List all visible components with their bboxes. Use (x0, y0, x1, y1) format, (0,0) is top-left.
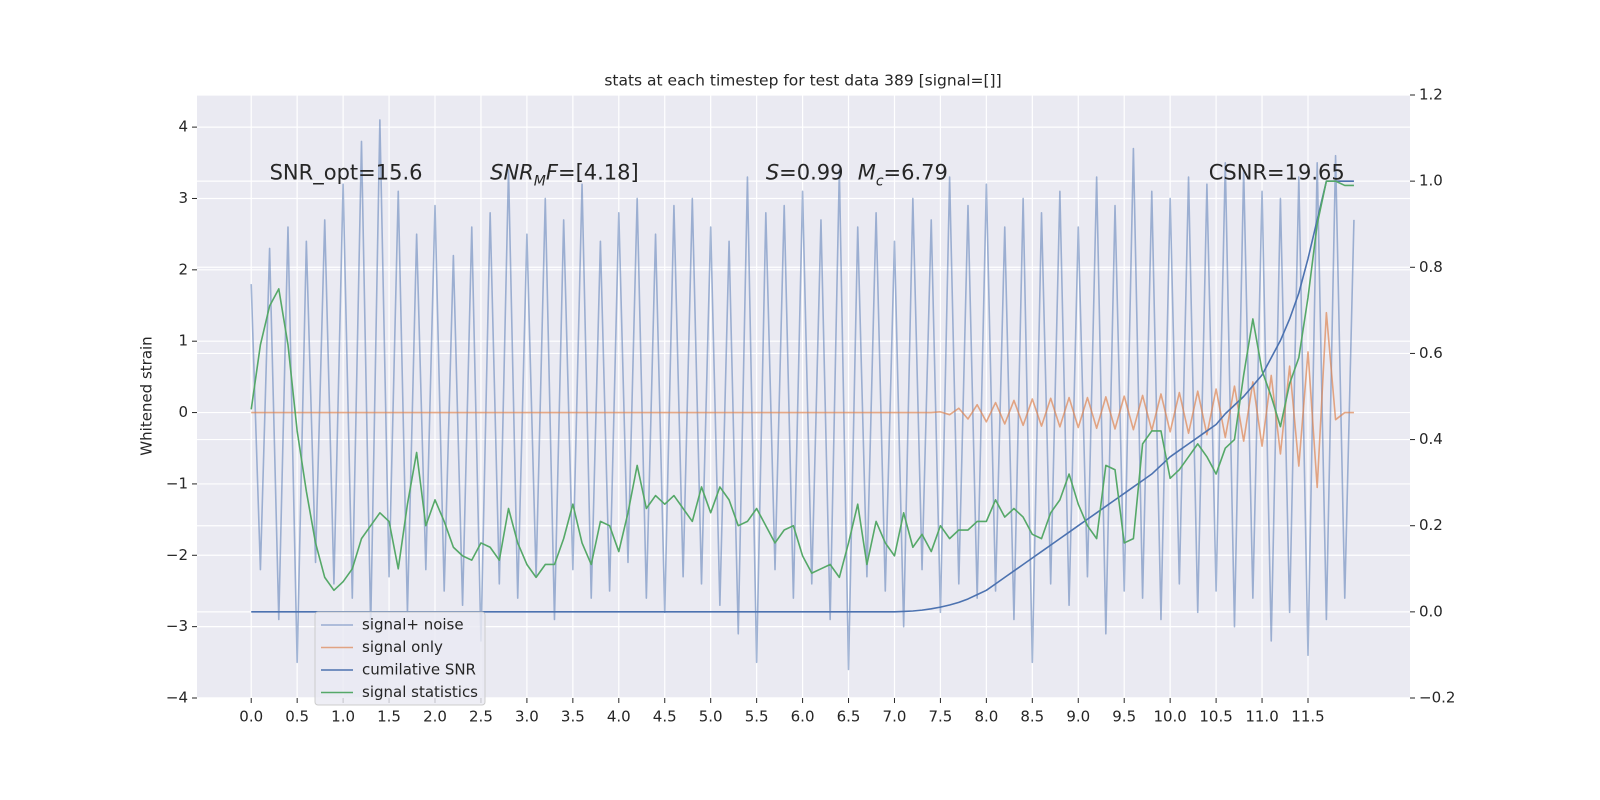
y-tick-label: −4 (166, 689, 188, 707)
x-tick-label: 4.0 (607, 708, 631, 726)
x-tick-label: 4.5 (653, 708, 677, 726)
annotation-part: S (766, 160, 779, 184)
y2-tick-label: 0.6 (1419, 344, 1443, 362)
x-tick-label: 7.0 (883, 708, 907, 726)
annotation-part: =6.79 (884, 160, 948, 184)
annotation-part: =0.99 (779, 160, 843, 184)
x-tick-label: 9.5 (1112, 708, 1136, 726)
y2-tick-label: 0.2 (1419, 516, 1443, 534)
y-tick-label: 4 (178, 118, 188, 136)
legend-label: signal statistics (362, 683, 478, 701)
y-tick-label: −2 (166, 546, 188, 564)
annotation: SNR_opt=15.6 (270, 160, 423, 185)
x-tick-label: 3.0 (515, 708, 539, 726)
x-tick-label: 0.0 (239, 708, 263, 726)
y-tick-label: 1 (178, 332, 188, 350)
x-tick-label: 1.5 (377, 708, 401, 726)
y-axis-label: Whitened strain (138, 336, 156, 455)
annotation-part: SNR_opt=15.6 (270, 160, 423, 185)
x-tick-label: 8.5 (1020, 708, 1044, 726)
annotation-part: c (876, 173, 884, 189)
y-tick-label: −1 (166, 474, 188, 492)
annotation-part: M (534, 173, 546, 189)
x-tick-label: 5.5 (745, 708, 769, 726)
x-tick-label: 3.5 (561, 708, 585, 726)
x-tick-label: 6.0 (791, 708, 815, 726)
y2-tick-label: −0.2 (1419, 689, 1455, 707)
series-line (251, 311, 1354, 489)
y-tick-label: 2 (178, 260, 188, 278)
series-line (250, 119, 1355, 671)
y-tick-label: −3 (166, 617, 188, 635)
x-tick-label: 2.5 (469, 708, 493, 726)
x-tick-label: 6.5 (837, 708, 861, 726)
series-line (250, 180, 1354, 592)
x-tick-label: 0.5 (285, 708, 309, 726)
y2-tick-label: 1.0 (1419, 172, 1443, 190)
y2-tick-label: 0.4 (1419, 430, 1443, 448)
x-tick-label: 11.5 (1291, 708, 1324, 726)
x-tick-label: 11.0 (1245, 708, 1278, 726)
x-tick-label: 7.5 (928, 708, 952, 726)
annotation-part: SNR (490, 160, 534, 184)
x-tick-label: 10.0 (1153, 708, 1186, 726)
annotation-part: M (858, 160, 876, 184)
annotation-part: F (546, 160, 559, 184)
annotation-part: =[4.18] (558, 160, 639, 184)
y2-tick-label: 0.0 (1419, 602, 1443, 620)
legend: signal+ noise signal only cumilative SNR si… (314, 611, 486, 706)
legend-label: signal only (362, 638, 443, 656)
axes: 0.0 0.5 1.0 1.5 2.0 2.5 3.0 3.5 4.0 4.5 5.0 5.5 6.0 6… (166, 86, 1456, 726)
marks: SNR_opt=15.6 SNRMF=[4.18] S=0.99 Mc=6.79 CSN… (250, 119, 1355, 671)
y-tick-label: 3 (178, 189, 188, 207)
legend-box (314, 611, 486, 706)
annotation: S=0.99 (766, 160, 844, 184)
legend-label: signal+ noise (362, 616, 464, 634)
x-tick-label: 2.0 (423, 708, 447, 726)
annotation-part: CSNR=19.65 (1209, 160, 1345, 184)
annotation: SNRMF=[4.18] (490, 160, 639, 189)
chart-title: stats at each timestep for test data 389… (604, 72, 1001, 90)
legend-label: cumilative SNR (362, 661, 476, 679)
y2-tick-label: 0.8 (1419, 258, 1443, 276)
annotation: Mc=6.79 (858, 160, 948, 189)
x-tick-label: 1.0 (331, 708, 355, 726)
x-tick-label: 5.0 (699, 708, 723, 726)
y2-tick-label: 1.2 (1419, 86, 1443, 104)
x-tick-label: 8.0 (974, 708, 998, 726)
annotation: CSNR=19.65 (1209, 160, 1345, 184)
x-tick-label: 9.0 (1066, 708, 1090, 726)
x-tick-label: 10.5 (1199, 708, 1232, 726)
y-tick-label: 0 (178, 403, 188, 421)
